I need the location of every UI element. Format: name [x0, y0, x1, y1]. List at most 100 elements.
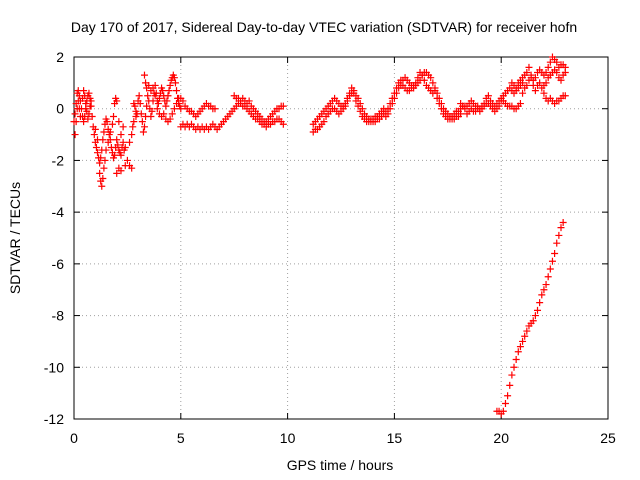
data-point	[165, 87, 173, 95]
data-point	[544, 273, 552, 281]
data-point	[106, 128, 114, 136]
plot-frame	[73, 56, 609, 420]
data-point	[495, 102, 503, 110]
data-point	[93, 149, 101, 157]
data-point	[559, 218, 567, 226]
data-point	[429, 79, 437, 87]
data-point	[80, 118, 88, 126]
data-point	[245, 97, 253, 105]
data-point	[551, 250, 559, 258]
data-point	[71, 131, 79, 139]
data-point	[140, 71, 148, 79]
axis-ticks: 0 5 10 15 20 25 -12 -10 -8 -6 -4 -2 0 2	[44, 49, 616, 446]
data-point	[501, 399, 509, 407]
data-point	[484, 92, 492, 100]
data-point	[100, 164, 108, 172]
data-point	[171, 79, 179, 87]
data-point	[98, 182, 106, 190]
data-point	[151, 92, 159, 100]
data-point	[173, 100, 181, 108]
data-point	[521, 332, 529, 340]
data-point	[153, 105, 161, 113]
data-point	[350, 89, 358, 97]
data-point	[82, 100, 90, 108]
data-point	[102, 146, 110, 154]
data-point	[544, 74, 552, 82]
data-point	[506, 381, 514, 389]
data-point	[279, 102, 287, 110]
data-point	[531, 312, 539, 320]
series-drop	[493, 218, 567, 418]
data-point	[384, 110, 392, 118]
data-point	[100, 128, 108, 136]
data-point	[512, 356, 520, 364]
data-point	[173, 87, 181, 95]
data-point	[136, 100, 144, 108]
data-point	[110, 112, 118, 120]
data-point	[211, 105, 219, 113]
data-point	[525, 63, 533, 71]
data-point	[126, 138, 134, 146]
data-point	[144, 92, 152, 100]
data-point	[164, 92, 172, 100]
x-tick-label: 0	[70, 430, 78, 446]
data-point	[540, 286, 548, 294]
data-point	[128, 131, 136, 139]
data-point	[546, 265, 554, 273]
data-point	[516, 100, 524, 108]
data-point	[279, 120, 287, 128]
x-tick-label: 10	[280, 430, 296, 446]
data-point	[76, 112, 84, 120]
data-point	[352, 97, 360, 105]
y-axis-label: SDTVAR / TECUs	[7, 182, 23, 294]
data-point	[139, 128, 147, 136]
x-axis-label: GPS time / hours	[287, 457, 394, 473]
data-point	[561, 69, 569, 77]
data-point	[86, 102, 94, 110]
chart-title: Day 170 of 2017, Sidereal Day-to-day VTE…	[71, 19, 577, 35]
data-point	[386, 105, 394, 113]
data-point	[519, 337, 527, 345]
data-point	[96, 159, 104, 167]
data-point	[91, 125, 99, 133]
y-tick-label: -4	[52, 204, 65, 220]
data-point	[356, 107, 364, 115]
x-tick-label: 5	[177, 430, 185, 446]
data-point	[427, 74, 435, 82]
data-point	[75, 105, 83, 113]
data-point	[348, 84, 356, 92]
data-point	[542, 69, 550, 77]
data-point	[115, 118, 123, 126]
data-point	[140, 123, 148, 131]
data-point	[538, 291, 546, 299]
data-point	[519, 89, 527, 97]
data-point	[341, 102, 349, 110]
data-point	[92, 144, 100, 151]
data-point	[531, 87, 539, 95]
data-point	[135, 92, 143, 100]
data-point	[457, 110, 465, 118]
data-point	[540, 81, 548, 89]
data-point	[512, 84, 520, 92]
data-point	[114, 141, 122, 149]
data-point	[99, 175, 107, 183]
data-point	[87, 97, 95, 105]
data-point	[431, 84, 439, 92]
data-point	[117, 151, 125, 159]
data-point	[166, 81, 174, 89]
data-point	[166, 115, 174, 123]
data-point	[129, 123, 137, 131]
data-point	[138, 118, 146, 126]
data-point	[145, 81, 153, 89]
data-point	[85, 89, 93, 97]
y-tick-label: -8	[52, 308, 65, 324]
data-point	[149, 84, 157, 92]
data-point	[523, 81, 531, 89]
data-point	[416, 76, 424, 84]
data-point	[510, 363, 518, 371]
y-tick-label: 2	[56, 49, 64, 65]
data-point	[435, 100, 443, 108]
data-point	[514, 348, 522, 356]
data-point	[499, 407, 507, 415]
